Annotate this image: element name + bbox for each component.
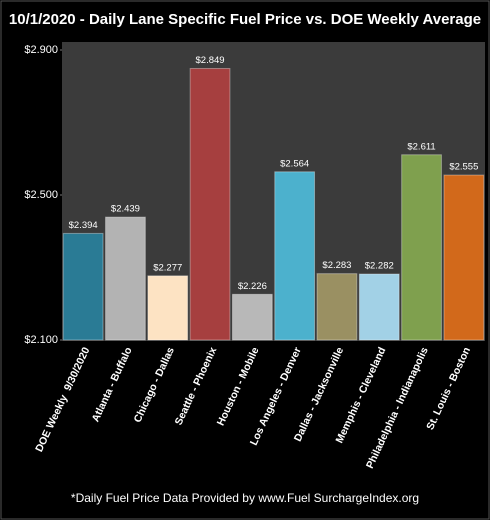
bar	[316, 273, 358, 341]
bar	[189, 67, 231, 341]
chart-title: 10/1/2020 - Daily Lane Specific Fuel Pri…	[9, 11, 481, 28]
value-label: $2.282	[365, 261, 394, 272]
bar	[443, 174, 485, 341]
footnote: *Daily Fuel Price Data Provided by www.F…	[71, 491, 419, 505]
bar	[62, 232, 104, 341]
value-label: $2.555	[449, 162, 478, 173]
y-tick-label: $2.900	[24, 44, 58, 56]
bar	[105, 216, 146, 341]
y-tick-label: $2.500	[24, 189, 58, 201]
bar	[231, 293, 273, 341]
value-label: $2.611	[407, 141, 435, 152]
value-label: $2.226	[238, 281, 267, 292]
value-label: $2.277	[153, 262, 182, 273]
bar	[274, 171, 316, 341]
bar	[401, 154, 442, 341]
value-label: $2.564	[280, 158, 309, 169]
value-label: $2.849	[196, 55, 225, 66]
value-label: $2.283	[322, 260, 351, 271]
value-label: $2.439	[111, 204, 140, 215]
y-tick-label: $2.100	[24, 334, 58, 346]
bar	[358, 273, 400, 341]
value-label: $2.394	[69, 220, 98, 231]
bar	[147, 275, 189, 341]
